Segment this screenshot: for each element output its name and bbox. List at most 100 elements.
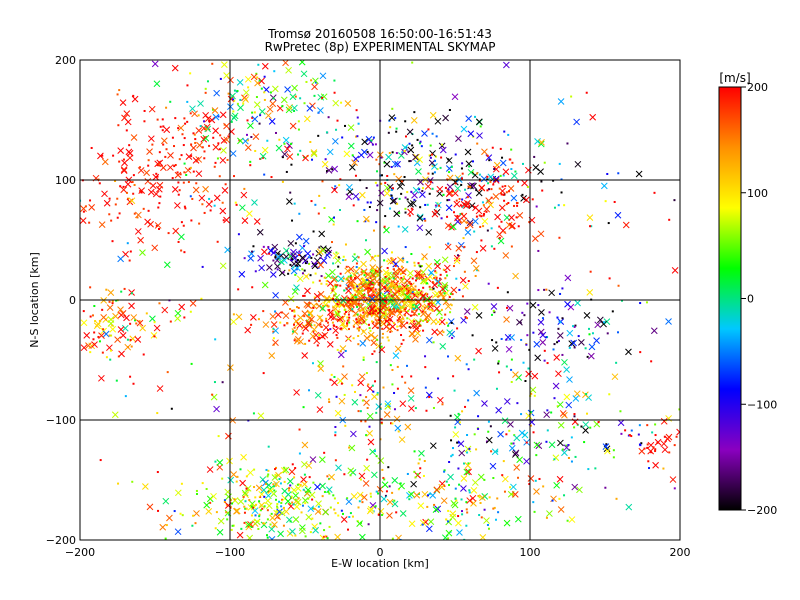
scatter-dot-point [474,115,477,118]
scatter-dot-point [386,174,389,177]
scatter-cross-point [452,431,460,438]
scatter-dot-point [321,319,324,322]
scatter-dot-point [442,331,445,334]
scatter-dot-point [654,434,657,437]
scatter-dot-point [349,474,352,477]
chart-title: Tromsø 20160508 16:50:00-16:51:43 [267,27,492,41]
scatter-dot-point [291,463,294,466]
scatter-cross-point [206,466,214,473]
x-tick-label: −200 [65,546,95,559]
scatter-dot-point [395,152,398,155]
scatter-dot-point [293,476,296,479]
scatter-dot-point [327,116,330,119]
scatter-dot-point [266,139,269,142]
scatter-cross-point [617,419,625,427]
scatter-dot-point [171,136,174,139]
scatter-dot-point [475,448,478,451]
scatter-dot-point [214,161,217,164]
scatter-cross-point [483,205,491,213]
scatter-cross-point [369,264,377,271]
scatter-dot-point [237,288,240,291]
scatter-cross-point [409,330,416,338]
scatter-dot-point [336,119,339,122]
scatter-dot-point [428,493,431,496]
scatter-cross-point [531,235,539,242]
scatter-cross-point [416,273,423,281]
scatter-dot-point [302,294,305,297]
scatter-dot-point [404,207,407,210]
scatter-dot-point [476,269,479,272]
scatter-cross-point [219,207,227,215]
scatter-dot-point [428,396,431,399]
scatter-dot-point [399,482,402,485]
scatter-dot-point [359,410,362,413]
scatter-cross-point [423,296,431,303]
scatter-cross-point [600,182,608,190]
scatter-dot-point [452,265,455,268]
scatter-dot-point [406,292,409,295]
scatter-dot-point [356,285,359,288]
scatter-cross-point [258,77,265,85]
scatter-dot-point [338,184,341,187]
scatter-dot-point [375,158,378,161]
scatter-dot-point [252,412,255,415]
colorbar-tick-label: −100 [747,398,777,411]
scatter-cross-point [219,262,227,270]
scatter-dot-point [376,270,379,273]
scatter-dot-point [356,116,359,119]
scatter-dot-point [430,302,433,305]
scatter-cross-point [556,332,564,339]
scatter-cross-point [268,352,276,359]
scatter-dot-point [159,125,162,128]
scatter-dot-point [553,458,556,461]
scatter-dot-point [182,224,185,227]
scatter-dot-point [439,273,442,276]
scatter-dot-point [258,79,261,82]
scatter-dot-point [573,413,576,416]
scatter-dot-point [422,329,425,332]
scatter-dot-point [312,230,315,233]
scatter-dot-point [448,484,451,487]
scatter-dot-point [389,330,392,333]
scatter-dot-point [399,306,402,309]
scatter-dot-point [310,200,313,203]
scatter-cross-point [449,223,457,231]
scatter-dot-point [204,91,207,94]
scatter-dot-point [489,180,492,183]
scatter-dot-point [289,503,292,506]
scatter-dot-point [360,478,363,481]
scatter-cross-point [333,309,341,316]
scatter-dot-point [344,349,347,352]
scatter-cross-point [498,204,506,212]
scatter-dot-point [122,185,125,188]
scatter-dot-point [161,118,164,121]
scatter-cross-point [410,117,418,124]
scatter-dot-point [654,448,657,451]
scatter-dot-point [535,205,538,208]
scatter-dot-point [133,212,136,215]
scatter-cross-point [348,444,356,452]
scatter-cross-point [204,125,212,133]
scatter-cross-point [304,486,312,494]
scatter-dot-point [459,204,462,207]
scatter-cross-point [563,444,571,451]
scatter-cross-point [352,155,360,163]
scatter-dot-point [226,158,229,161]
scatter-dot-point [328,525,331,528]
scatter-dot-point [653,191,656,194]
scatter-dot-point [370,307,373,310]
scatter-dot-point [514,170,517,173]
scatter-dot-point [240,527,243,530]
scatter-dot-point [253,468,256,471]
scatter-cross-point [538,308,545,316]
scatter-cross-point [514,515,522,523]
scatter-cross-point [312,77,319,85]
scatter-dot-point [424,203,427,206]
scatter-dot-point [183,205,186,208]
scatter-dot-point [320,325,323,328]
scatter-dot-point [307,256,310,259]
y-tick-label: −200 [46,534,76,547]
scatter-cross-point [361,276,369,284]
scatter-cross-point [414,329,422,337]
scatter-cross-point [314,391,322,399]
